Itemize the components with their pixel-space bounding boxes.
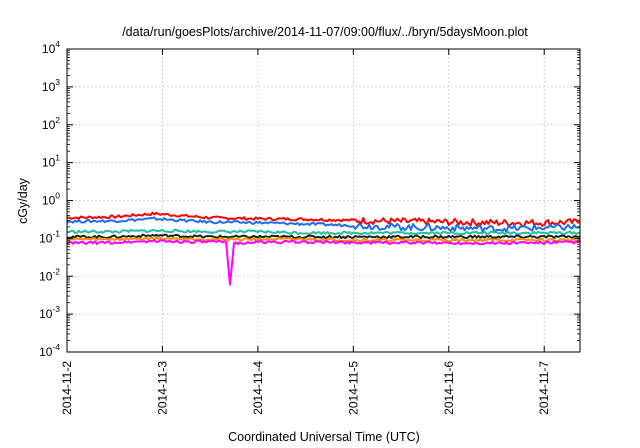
series-line xyxy=(66,233,580,240)
y-tick-label: 104 xyxy=(42,39,60,56)
series-group xyxy=(66,211,581,286)
y-tick-label: 10-2 xyxy=(39,266,60,283)
series-line xyxy=(66,228,581,236)
series-line xyxy=(66,236,581,243)
x-tick-labels: 2014-11-2 2014-11-3 2014-11-4 2014-11-5 2014… xyxy=(60,49,551,415)
x-tick-label: 2014-11-4 xyxy=(251,361,265,415)
x-tick-label: 2014-11-6 xyxy=(442,361,456,415)
x-tick-label: 2014-11-3 xyxy=(155,361,169,415)
x-tick-label: 2014-11-2 xyxy=(60,361,74,415)
chart-title: /data/run/goesPlots/archive/2014-11-07/0… xyxy=(122,25,528,39)
y-axis-label: cGy/day xyxy=(16,177,30,224)
y-tick-label: 10-3 xyxy=(39,304,60,321)
x-axis-label: Coordinated Universal Time (UTC) xyxy=(228,430,420,444)
x-tick-label: 2014-11-7 xyxy=(537,361,551,415)
y-tick-label: 10-4 xyxy=(39,342,60,359)
y-tick-labels: 10-4 10-3 10-2 10-1 100 101 102 103 104 xyxy=(39,39,580,359)
series-line xyxy=(66,211,581,227)
y-tick-label: 102 xyxy=(42,115,60,132)
y-tick-label: 100 xyxy=(42,191,60,208)
y-tick-label: 103 xyxy=(42,77,60,94)
y-tick-label: 10-1 xyxy=(39,228,60,245)
grid-lines xyxy=(67,49,580,352)
x-tick-label: 2014-11-5 xyxy=(346,361,360,415)
series-line xyxy=(66,239,581,286)
y-tick-label: 101 xyxy=(42,153,60,170)
